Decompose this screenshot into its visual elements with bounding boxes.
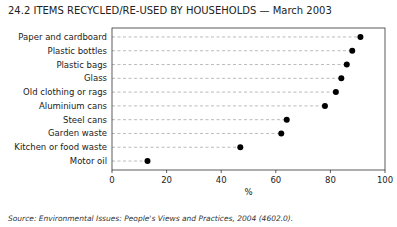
dot [278, 130, 284, 136]
x-tick-label: 80 [325, 175, 336, 185]
leader-line [112, 161, 147, 162]
leader-line [112, 78, 341, 79]
dot [237, 144, 243, 150]
x-tick [221, 170, 222, 173]
x-tick-label: 60 [270, 175, 281, 185]
category-label: Paper and cardboard [18, 32, 107, 42]
dot [284, 117, 290, 123]
leader-line [112, 147, 240, 148]
x-axis-label: % [244, 187, 252, 197]
chart-svg: 24.2 ITEMS RECYCLED/RE-USED BY HOUSEHOLD… [0, 0, 397, 227]
dot [357, 34, 363, 40]
plot-frame [112, 28, 385, 170]
x-tick-label: 100 [377, 175, 393, 185]
x-tick-label: 40 [216, 175, 227, 185]
category-label: Plastic bags [56, 60, 107, 70]
x-tick [385, 170, 386, 173]
marks [112, 34, 363, 164]
category-label: Kitchen or food waste [14, 142, 107, 152]
category-label: Plastic bottles [48, 46, 108, 56]
x-tick [166, 170, 167, 173]
leader-line [112, 92, 336, 93]
leader-line [112, 133, 281, 134]
leader-line [112, 50, 352, 51]
title: 24.2 ITEMS RECYCLED/RE-USED BY HOUSEHOLD… [8, 5, 332, 16]
x-tick [330, 170, 331, 173]
dot [322, 103, 328, 109]
dot [144, 158, 150, 164]
dot [333, 89, 339, 95]
leader-line [112, 119, 287, 120]
x-tick [275, 170, 276, 173]
x-tick [112, 170, 113, 173]
dot [349, 48, 355, 54]
category-label: Aluminium cans [39, 101, 108, 111]
dot [344, 62, 350, 68]
leader-line [112, 105, 325, 106]
source-note: Source: Environmental Issues: People's V… [8, 214, 293, 223]
leader-line [112, 64, 347, 65]
category-label: Old clothing or rags [23, 87, 107, 97]
chart-container: 24.2 ITEMS RECYCLED/RE-USED BY HOUSEHOLD… [0, 0, 397, 227]
category-label: Garden waste [48, 128, 107, 138]
leader-line [112, 36, 360, 37]
category-label: Motor oil [70, 156, 107, 166]
x-tick-label: 20 [161, 175, 172, 185]
x-tick-label: 0 [109, 175, 114, 185]
dot [338, 75, 344, 81]
category-label: Glass [84, 73, 108, 83]
category-label: Steel cans [63, 115, 108, 125]
